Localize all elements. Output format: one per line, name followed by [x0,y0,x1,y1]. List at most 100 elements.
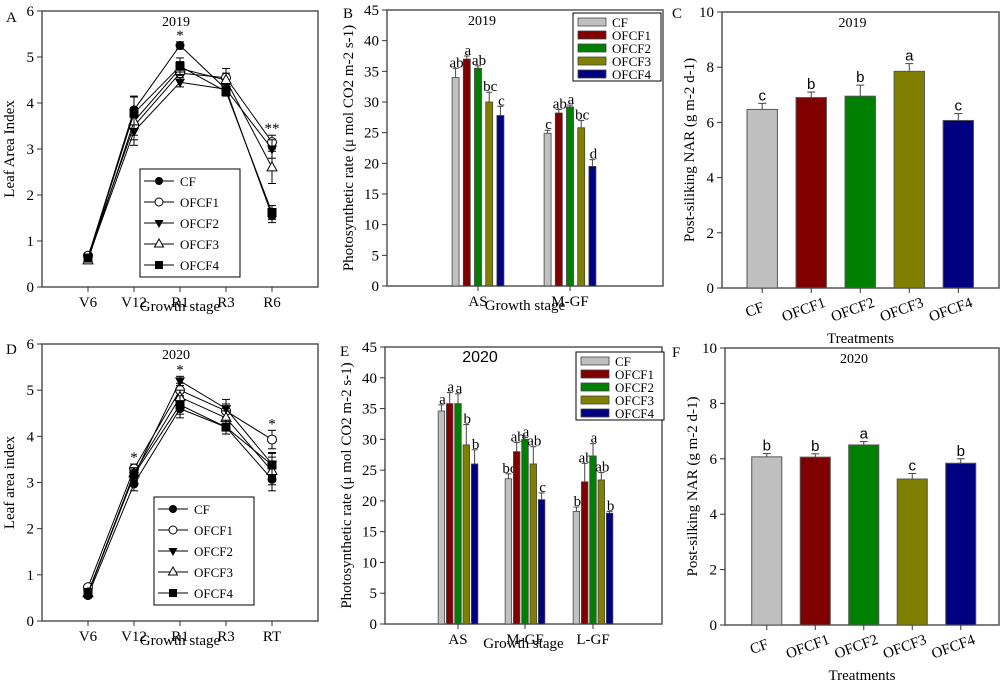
y-tick-label: 8 [707,60,715,76]
bar-ofcf2-m-gf [521,438,529,625]
bar-ofcf4 [945,462,977,626]
panel-letter: C [672,6,682,22]
significance-letter: b [856,69,864,86]
marker-filled-square [267,460,277,470]
x-tick-label: OFCF3 [878,295,926,325]
x-tick-label: CF [743,300,766,321]
significance-letter: d [590,147,598,163]
panel-letter: B [343,6,353,22]
legend-label: OFCF3 [194,565,233,580]
legend-label: OFCF1 [180,195,219,210]
y-tick-label: 5 [27,383,35,399]
significance-letter: c [955,98,963,115]
significance-letter: b [763,438,771,455]
significance-letter: b [957,443,965,460]
y-tick-label: 20 [364,156,379,172]
legend-swatch [577,43,607,53]
bar-cf-m-gf [504,478,513,625]
bar-cf-as [437,410,446,625]
significance-letter: ab [579,450,593,466]
bar-ofcf2-as [454,403,462,625]
significance-letter: a [905,48,914,65]
x-tick-label: R3 [217,295,235,311]
bar-ofcf3-m-gf [529,463,537,625]
x-tick-label: V6 [79,295,98,311]
x-tick-label: V12 [121,295,147,311]
legend-label: OFCF2 [194,544,233,559]
x-axis-label: Growth stage [483,636,564,652]
bar-ofcf3-m-gf [577,127,586,287]
bar-cf-m-gf [543,132,552,287]
legend-label: OFCF1 [615,367,654,382]
legend-label: OFCF4 [615,406,655,421]
significance-marker: * [176,28,184,44]
legend-label: OFCF3 [615,393,654,408]
y-tick-label: 25 [362,463,377,479]
marker-filled-square [221,87,231,96]
y-tick-label: 20 [362,494,377,510]
y-tick-label: 15 [364,187,379,203]
bar-ofcf2-as [474,67,482,287]
legend-label: OFCF3 [612,54,651,69]
bar-ofcf4-l-gf [605,512,614,625]
significance-letter: ab [553,96,567,112]
legend-swatch [580,382,610,392]
x-axis-label: Growth stage [140,633,221,649]
legend-label: OFCF1 [612,28,651,43]
marker-filled-square [155,261,163,269]
marker-filled-square [175,61,185,71]
legend-label: CF [612,15,628,30]
marker-filled-circle [155,177,163,185]
panel-e: E 0 5 10 15 20 25 30 35 40 45 Photosynthetic rate (… [339,340,665,652]
y-tick-label: 5 [27,50,35,66]
marker-filled-square [129,470,139,480]
y-tick-label: 2 [27,188,35,204]
legend-swatch [577,30,607,40]
y-tick-label: 45 [362,340,377,356]
y-tick-label: 2 [707,226,715,242]
bar-ofcf1-as [446,403,454,625]
legend-label: CF [180,174,196,189]
bar-ofcf2 [844,95,876,289]
significance-letter: ab [472,53,486,69]
bar-ofcf1-m-gf [513,451,521,625]
marker-filled-square [267,207,277,217]
y-tick-label: 6 [27,4,35,20]
x-tick-label: M-GF [551,294,589,310]
significance-letter: a [523,424,530,440]
marker-filled-circle [169,505,177,513]
bar-cf [746,108,778,289]
significance-marker: * [176,362,184,378]
legend-label: OFCF2 [612,41,651,56]
legend-swatch [577,56,607,66]
x-tick-label: AS [448,632,467,648]
x-tick-label: OFCF3 [881,632,929,662]
legend-label: OFCF3 [180,237,219,252]
bar-ofcf4-as [470,463,479,625]
significance-letter: ab [450,55,464,71]
y-tick-label: 0 [370,617,378,633]
marker-filled-square [169,589,177,597]
legend-swatch [580,369,610,379]
panel-letter: E [340,344,349,360]
y-tick-label: 3 [27,476,35,492]
x-tick-label: OFCF2 [829,295,877,325]
y-tick-label: 10 [702,341,717,357]
y-axis-label: Photosynthetic rate (μ mol CO2 m-2 s-1) [339,362,355,608]
legend-swatch [577,17,607,27]
legend-label: OFCF1 [194,523,233,538]
chart-title: 2020 [840,352,868,367]
bar-ofcf3 [896,478,928,626]
y-tick-label: 35 [364,64,379,80]
bar-ofcf1-l-gf [581,481,589,625]
y-tick-label: 0 [707,281,715,297]
significance-letter: b [574,494,582,510]
significance-letter: b [811,438,819,455]
y-axis-label: Leaf Area Index [2,100,18,198]
marker-open-circle [168,525,178,535]
significance-letter: b [607,498,615,514]
legend-label: CF [615,354,631,369]
significance-letter: c [498,93,505,109]
